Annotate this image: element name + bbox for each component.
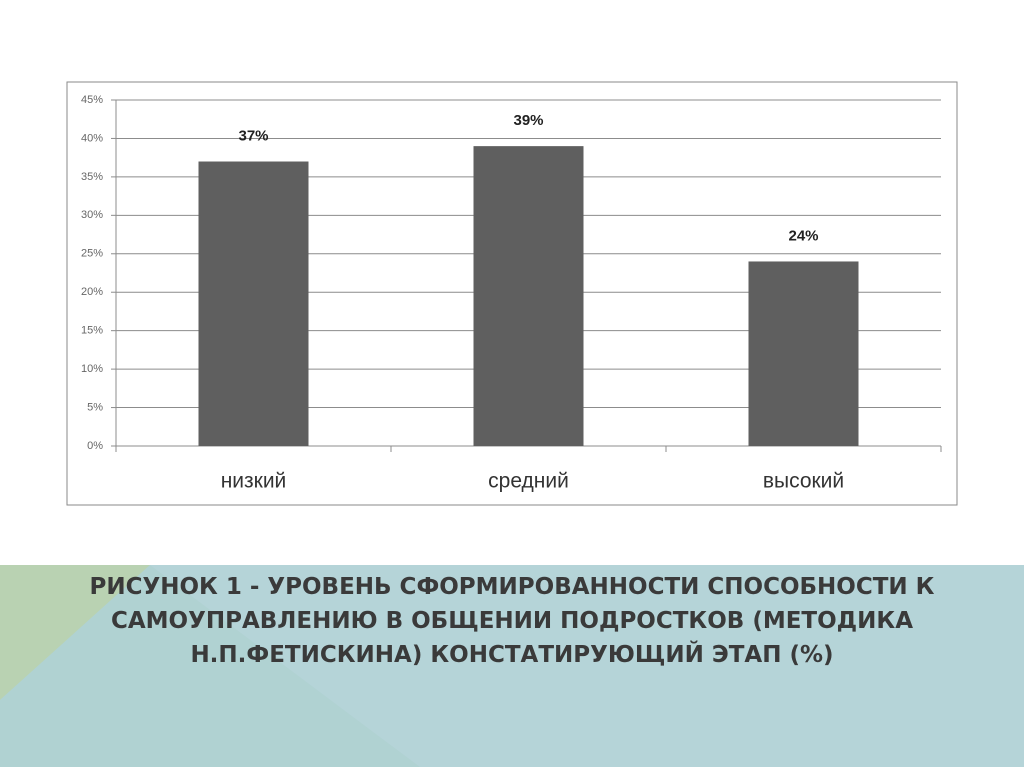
- x-tick-label: средний: [488, 470, 569, 493]
- y-tick-label: 35%: [81, 171, 103, 183]
- y-tick-label: 5%: [87, 401, 103, 413]
- y-tick-label: 45%: [81, 94, 103, 106]
- bar: [473, 146, 584, 446]
- bar: [198, 161, 309, 446]
- y-tick-label: 40%: [81, 132, 103, 144]
- y-tick-label: 20%: [81, 286, 103, 298]
- bar: [748, 261, 859, 446]
- value-label: 24%: [788, 227, 818, 244]
- y-tick-label: 0%: [87, 440, 103, 452]
- chart-title: РИСУНОК 1 - УРОВЕНЬ СФОРМИРОВАННОСТИ СПО…: [89, 574, 935, 668]
- x-tick-label: высокий: [763, 470, 844, 493]
- band-accent: [0, 565, 420, 767]
- y-tick-label: 30%: [81, 209, 103, 221]
- value-label: 39%: [513, 112, 543, 129]
- value-label: 37%: [238, 127, 268, 144]
- x-tick-label: низкий: [221, 470, 287, 493]
- y-tick-label: 25%: [81, 248, 103, 260]
- y-tick-label: 15%: [81, 325, 103, 337]
- y-tick-label: 10%: [81, 363, 103, 375]
